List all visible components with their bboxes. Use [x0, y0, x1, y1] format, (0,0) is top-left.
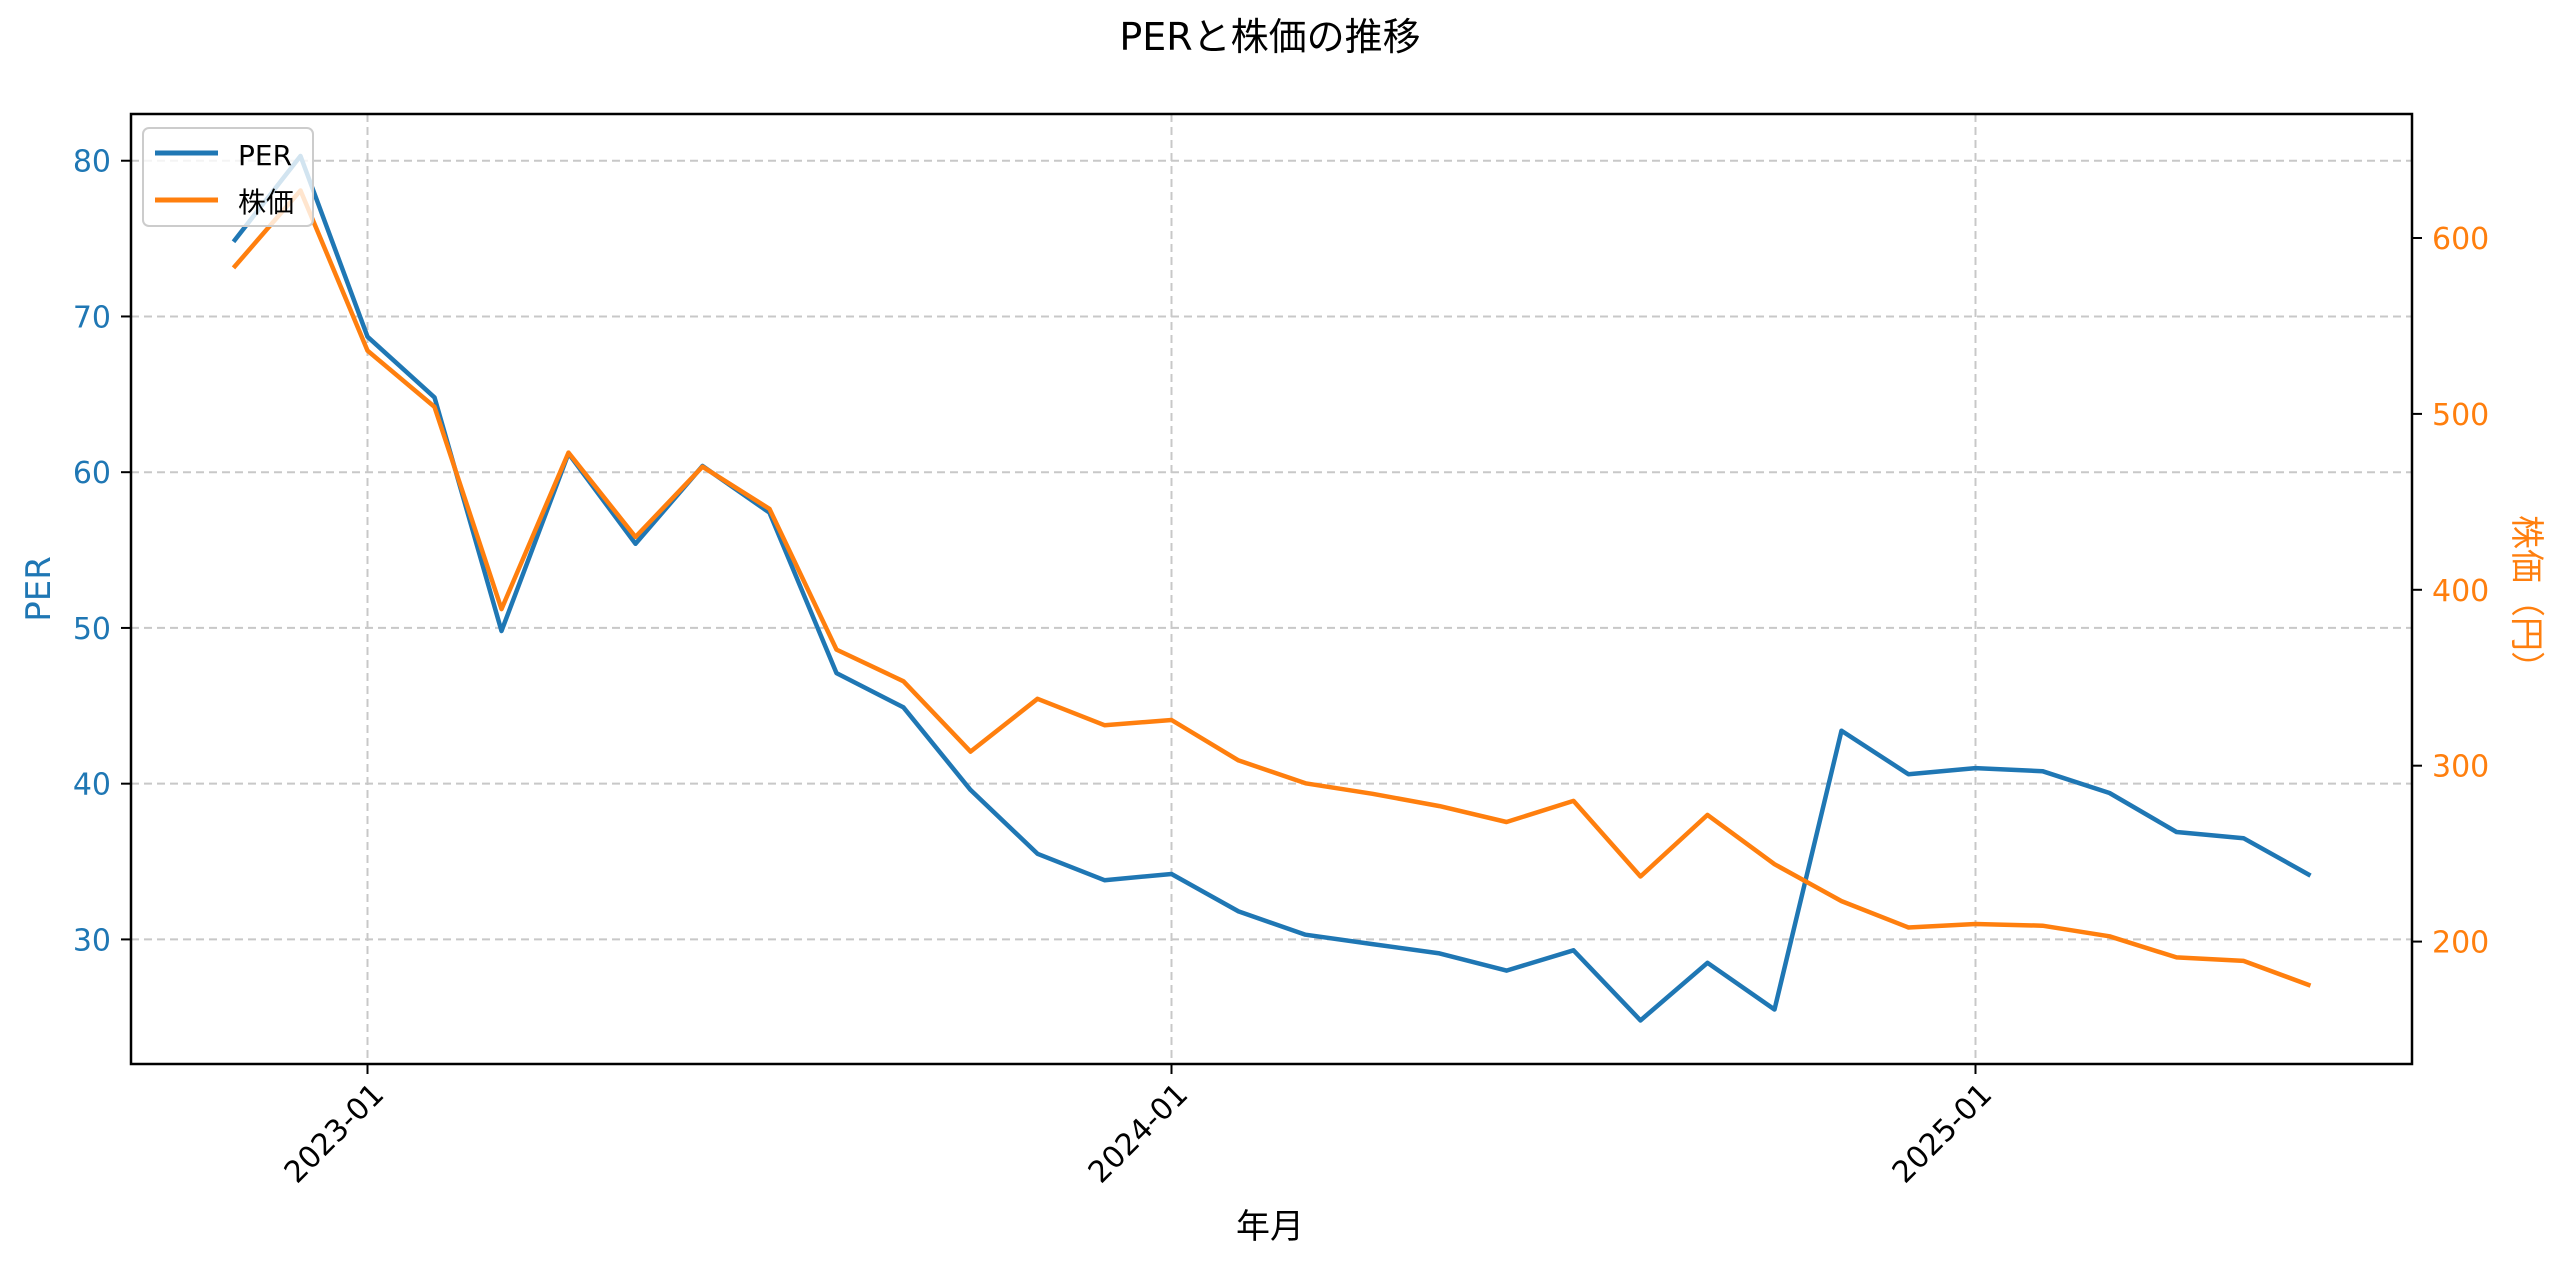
- y-tick-label-right: 200: [2432, 926, 2489, 961]
- y-axis-left: 30 40 50 60 70 80: [73, 145, 131, 958]
- y-tick-label-right: 400: [2432, 574, 2489, 609]
- y-axis-label-left: PER: [19, 556, 59, 622]
- y-tick-label-right: 300: [2432, 750, 2489, 785]
- x-tick-label: 2024-01: [1082, 1077, 1195, 1190]
- x-tick-label: 2025-01: [1886, 1077, 1999, 1190]
- x-tick-label: 2023-01: [278, 1077, 391, 1190]
- y-axis-right: 200 300 400 500 600: [2412, 222, 2489, 961]
- y-tick-label-left: 50: [73, 612, 111, 647]
- legend: PER 株価: [142, 127, 314, 227]
- legend-label-per: PER: [238, 139, 292, 172]
- y-tick-label-left: 30: [73, 923, 111, 958]
- data-series: [231, 153, 2312, 1023]
- y-tick-label-left: 60: [73, 456, 111, 491]
- x-axis: 2023-01 2024-01 2025-01: [278, 1064, 1999, 1190]
- line-series-per: [231, 153, 2312, 1023]
- y-tick-label-left: 80: [73, 145, 111, 180]
- y-axis-label-right: 株価（円）: [2506, 515, 2546, 685]
- line-series-price: [231, 188, 2312, 988]
- y-tick-label-right: 500: [2432, 398, 2489, 433]
- grid-lines: [131, 114, 2412, 1064]
- chart-title: PERと株価の推移: [1119, 15, 1420, 59]
- y-tick-label-left: 40: [73, 768, 111, 803]
- y-tick-label-right: 600: [2432, 222, 2489, 257]
- x-axis-label: 年月: [1236, 1207, 1304, 1247]
- y-tick-label-left: 70: [73, 300, 111, 335]
- legend-label-price: 株価: [238, 186, 294, 219]
